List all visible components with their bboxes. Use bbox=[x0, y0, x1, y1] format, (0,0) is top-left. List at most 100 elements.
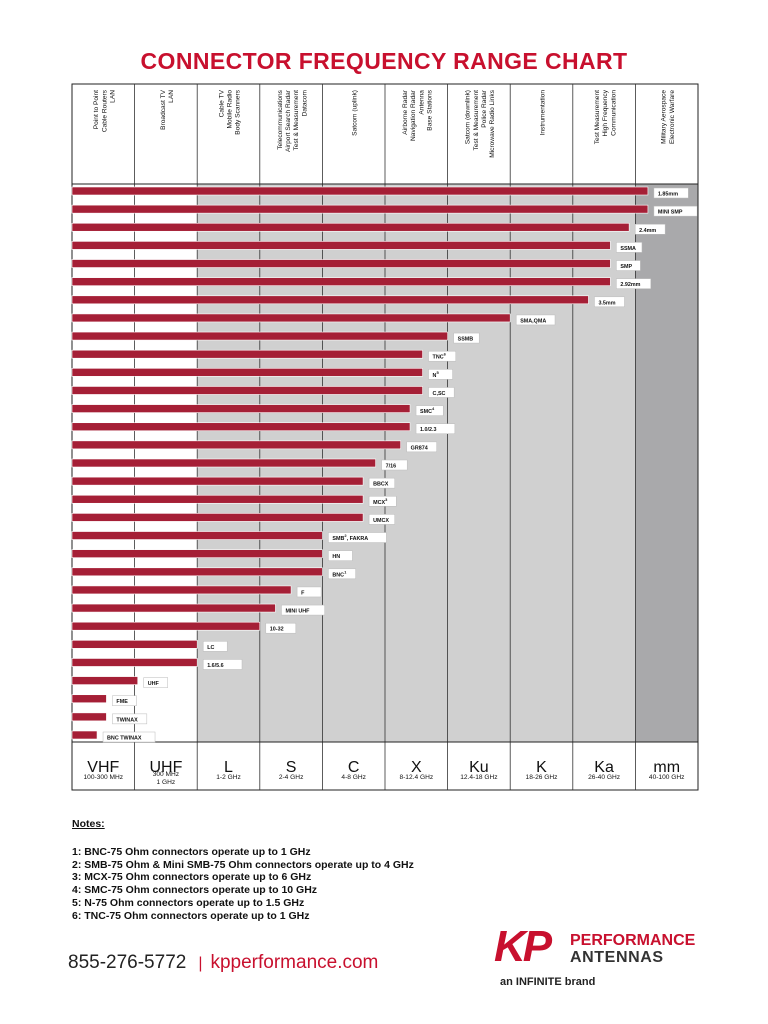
band-frequency-range: 18-26 GHz bbox=[526, 774, 558, 781]
connector-bar bbox=[71, 549, 323, 558]
connector-bar bbox=[71, 585, 292, 595]
connector-footnote: 6 bbox=[444, 352, 447, 357]
connector-label: 1.6/5.6 bbox=[207, 663, 224, 669]
band-name: K bbox=[536, 759, 547, 776]
band-name: S bbox=[286, 759, 297, 776]
connector-name: SSMA bbox=[620, 246, 636, 252]
connector-label-box bbox=[428, 369, 453, 380]
band-application-label: LAN bbox=[168, 90, 175, 103]
connector-label-box bbox=[616, 242, 643, 253]
band-application-label: Test & Measurement bbox=[293, 90, 300, 151]
band-name: C bbox=[348, 759, 360, 776]
connector-name: 2.4mm bbox=[639, 228, 656, 234]
connector-bar bbox=[71, 567, 323, 577]
band-frequency-range: 1-2 GHz bbox=[216, 774, 241, 781]
contact-separator: | bbox=[198, 955, 203, 972]
company-logo: KP PERFORMANCE ANTENNAS an INFINITE bran… bbox=[494, 918, 714, 993]
band-application-label: Broadcast TV bbox=[160, 89, 167, 129]
connector-name: UHF bbox=[148, 681, 160, 687]
note-line: 5: N-75 Ohm connectors operate up to 1.5… bbox=[72, 896, 305, 909]
connector-label: 1.85mm bbox=[658, 192, 678, 198]
note-line: 2: SMB-75 Ohm & Mini SMB-75 Ohm connecto… bbox=[72, 858, 414, 871]
connector-name: TNC bbox=[433, 355, 444, 361]
note-line: 1: BNC-75 Ohm connectors operate up to 1… bbox=[72, 846, 311, 858]
band-name: Ka bbox=[594, 759, 614, 776]
connector-name: BNC bbox=[332, 572, 344, 578]
connector-bar bbox=[71, 440, 401, 450]
connector-label: LC bbox=[207, 645, 214, 651]
connector-name-suffix: , FAKRA bbox=[347, 536, 369, 542]
connector-footnote: 3 bbox=[385, 497, 388, 502]
connector-bar bbox=[71, 494, 364, 504]
connector-label-box bbox=[296, 586, 322, 598]
connector-label-box bbox=[281, 604, 325, 616]
connector-name: 3.5mm bbox=[598, 300, 615, 306]
connector-label: HN bbox=[332, 554, 340, 560]
connector-name: SMA,QMA bbox=[520, 318, 546, 324]
connector-label-box bbox=[368, 477, 395, 489]
connector-label: BNC TWINAX bbox=[107, 736, 142, 742]
notes-heading: Notes: bbox=[72, 818, 105, 830]
connector-label-box bbox=[202, 641, 228, 652]
logo-line-1: PERFORMANCE bbox=[570, 932, 696, 949]
connector-name: 2.92mm bbox=[620, 282, 640, 288]
connector-name: 1.6/5.6 bbox=[207, 663, 224, 669]
connector-label-box bbox=[202, 659, 243, 670]
band-application-label: LAN bbox=[110, 90, 117, 103]
connector-label: GR874 bbox=[411, 445, 428, 451]
connector-label-box bbox=[594, 296, 625, 308]
band-frequency-range: 1 GHz bbox=[157, 779, 176, 786]
band-application-label: High Frequency bbox=[602, 89, 609, 136]
band-frequency-range: 4-8 GHz bbox=[341, 774, 366, 781]
connector-name: SMC bbox=[420, 409, 432, 415]
connector-name: 10-32 bbox=[270, 627, 284, 633]
band-application-label: Satcom (uplink) bbox=[352, 90, 359, 136]
connector-bar bbox=[71, 349, 423, 359]
connector-label-box bbox=[381, 459, 408, 471]
band-name: UHF bbox=[149, 759, 182, 776]
connector-label: 7/16 bbox=[386, 464, 397, 470]
connector-bar bbox=[71, 640, 198, 649]
connector-footnote: 1 bbox=[344, 569, 347, 574]
connector-label: SMP bbox=[620, 264, 632, 270]
connector-footnote: 2 bbox=[344, 533, 347, 538]
note-line: 6: TNC-75 Ohm connectors operate up to 1… bbox=[72, 909, 310, 922]
connector-name: SSMB bbox=[458, 337, 474, 343]
connector-label: MINI SMP bbox=[658, 210, 683, 216]
connector-label: MINI UHF bbox=[285, 609, 310, 615]
connector-bar bbox=[71, 313, 511, 323]
phone-number[interactable]: 855-276-5772 bbox=[68, 952, 187, 973]
connector-name: C,SC bbox=[433, 391, 446, 397]
band-application-label: Police Radar bbox=[481, 89, 488, 128]
logo-line-2: ANTENNAS bbox=[570, 949, 664, 966]
connector-label: BNC1 bbox=[332, 569, 347, 578]
connector-bar bbox=[71, 368, 423, 377]
connector-bar bbox=[71, 603, 276, 613]
band-application-label: Test Measurement bbox=[594, 90, 601, 144]
connector-label: 2.4mm bbox=[639, 228, 656, 234]
connector-name: N bbox=[433, 373, 437, 379]
connector-label-box bbox=[406, 441, 437, 453]
band-application-label: Cable TV bbox=[218, 89, 225, 117]
connector-name: BNC TWINAX bbox=[107, 736, 142, 742]
band-application-label: Datacom bbox=[301, 89, 308, 116]
connector-label: 10-32 bbox=[270, 627, 284, 633]
connector-bar bbox=[71, 621, 261, 631]
band-application-label: Airport Search Radar bbox=[285, 89, 292, 152]
connector-label: UHF bbox=[148, 681, 160, 687]
band-background bbox=[635, 184, 698, 742]
connector-label: SMB2, FAKRA bbox=[332, 533, 368, 542]
connector-label: C,SC bbox=[433, 391, 446, 397]
connector-name: HN bbox=[332, 554, 340, 560]
band-background bbox=[572, 184, 636, 742]
band-application-label: Base Stations bbox=[427, 89, 434, 130]
note-line: 3: MCX-75 Ohm connectors operate up to 6… bbox=[72, 871, 312, 884]
website-link[interactable]: kpperformance.com bbox=[210, 952, 379, 973]
connector-bar bbox=[71, 241, 611, 250]
connector-bar bbox=[71, 204, 649, 214]
connector-label-box bbox=[453, 332, 480, 344]
connector-label: SMC4 bbox=[420, 406, 435, 415]
band-frequency-range: 40-100 GHz bbox=[649, 774, 685, 781]
connector-label: BBCX bbox=[373, 482, 389, 488]
connector-label: SSMB bbox=[458, 337, 474, 343]
